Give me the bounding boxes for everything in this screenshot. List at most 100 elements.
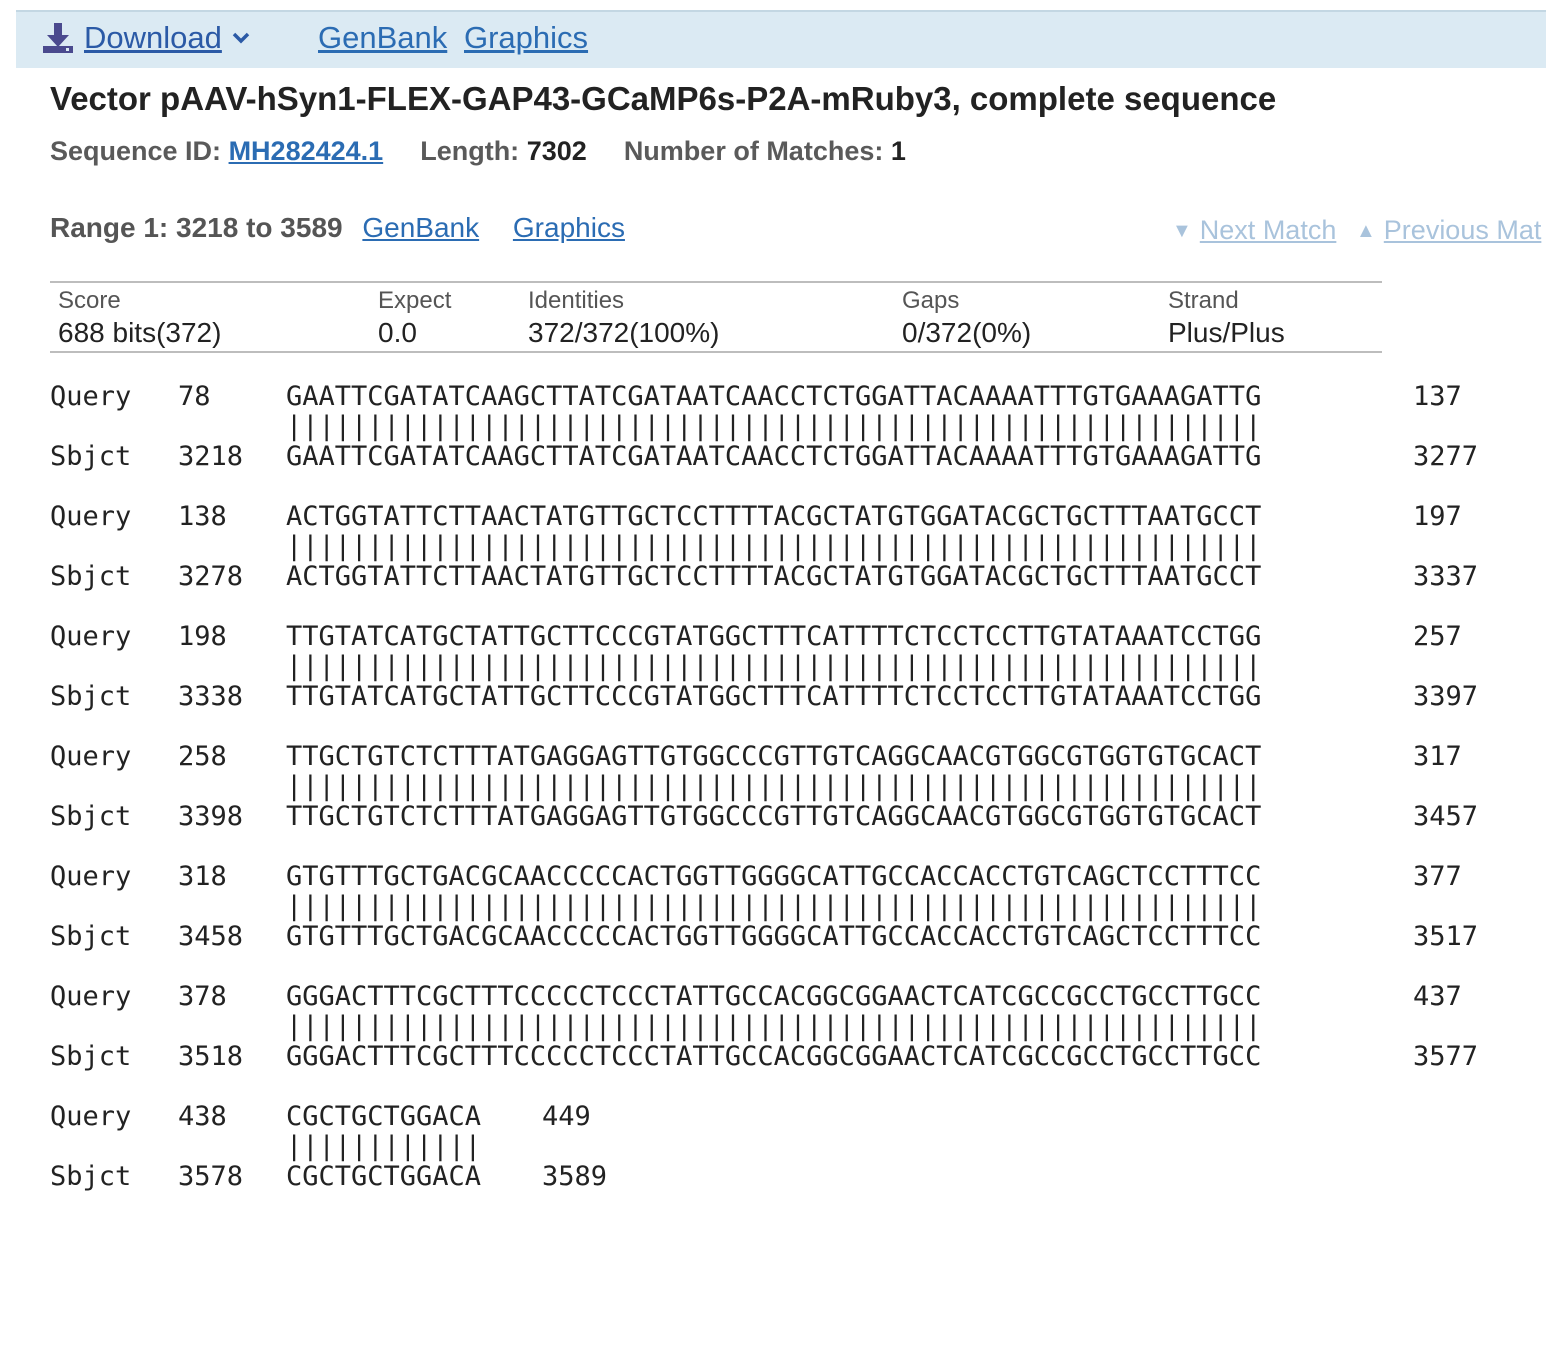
results-toolbar: Download GenBank Graphics (16, 10, 1546, 68)
query-row: Query 138 ACTGGTATTCTTAACTATGTTGCTCCTTTT… (50, 500, 1462, 534)
range-label: Range 1: 3218 to 3589 (50, 212, 343, 243)
stat-gaps: Gaps 0/372(0%) (902, 283, 1031, 349)
query-start: 438 (178, 1101, 227, 1132)
query-sequence: GAATTCGATATCAAGCTTATCGATAATCAACCTCTGGATT… (286, 381, 1262, 412)
sbjct-end: 3517 (1413, 921, 1479, 952)
sbjct-label: Sbjct (50, 1041, 132, 1072)
sbjct-start: 3458 (178, 921, 244, 952)
query-row: Query 438 CGCTGCTGGACA 449 (50, 1100, 591, 1134)
download-label: Download (84, 20, 222, 55)
query-label: Query (50, 381, 132, 412)
stat-strand: Strand Plus/Plus (1168, 283, 1285, 349)
sequence-meta: Sequence ID: MH282424.1 Length: 7302 Num… (50, 136, 906, 167)
query-sequence: ACTGGTATTCTTAACTATGTTGCTCCTTTTACGCTATGTG… (286, 501, 1262, 532)
sbjct-row: Sbjct 3398 TTGCTGTCTCTTTATGAGGAGTTGTGGCC… (50, 800, 1478, 834)
query-row: Query 258 TTGCTGTCTCTTTATGAGGAGTTGTGGCCC… (50, 740, 1462, 774)
score-header: Score (58, 287, 121, 314)
query-sequence: GTGTTTGCTGACGCAACCCCCACTGGTTGGGGCATTGCCA… (286, 861, 1262, 892)
query-sequence: TTGTATCATGCTATTGCTTCCCGTATGGCTTTCATTTTCT… (286, 621, 1262, 652)
stat-expect: Expect 0.0 (378, 283, 451, 349)
download-icon (43, 23, 73, 53)
query-end: 137 (1413, 381, 1462, 412)
sbjct-start: 3398 (178, 801, 244, 832)
identities-value: 372/372(100%) (528, 317, 720, 348)
query-row: Query 378 GGGACTTTCGCTTTCCCCCTCCCTATTGCC… (50, 980, 1462, 1014)
query-row: Query 198 TTGTATCATGCTATTGCTTCCCGTATGGCT… (50, 620, 1462, 654)
sbjct-row: Sbjct 3338 TTGTATCATGCTATTGCTTCCCGTATGGC… (50, 680, 1478, 714)
previous-match-link[interactable]: ▲ Previous Mat (1356, 215, 1541, 246)
sbjct-end: 3337 (1413, 561, 1479, 592)
query-sequence: CGCTGCTGGACA (286, 1101, 482, 1132)
match-line: |||||||||||| (286, 1131, 482, 1162)
matches-value: 1 (890, 136, 906, 166)
sbjct-sequence: GAATTCGATATCAAGCTTATCGATAATCAACCTCTGGATT… (286, 441, 1262, 472)
sbjct-end: 3457 (1413, 801, 1479, 832)
sbjct-label: Sbjct (50, 561, 132, 592)
triangle-down-icon: ▼ (1172, 220, 1192, 242)
identities-header: Identities (528, 287, 625, 314)
range-graphics-link[interactable]: Graphics (512, 212, 625, 243)
query-sequence: GGGACTTTCGCTTTCCCCCTCCCTATTGCCACGGCGGAAC… (286, 981, 1262, 1012)
graphics-link[interactable]: Graphics (464, 20, 589, 55)
query-label: Query (50, 1101, 132, 1132)
query-end: 197 (1413, 501, 1462, 532)
triangle-up-icon: ▲ (1356, 220, 1376, 242)
sbjct-row: Sbjct 3278 ACTGGTATTCTTAACTATGTTGCTCCTTT… (50, 560, 1478, 594)
stat-score: Score 688 bits(372) (58, 283, 221, 349)
sbjct-label: Sbjct (50, 801, 132, 832)
query-label: Query (50, 861, 132, 892)
sbjct-label: Sbjct (50, 921, 132, 952)
sbjct-row: Sbjct 3458 GTGTTTGCTGACGCAACCCCCACTGGTTG… (50, 920, 1478, 954)
sequence-id-link[interactable]: MH282424.1 (228, 136, 384, 166)
sbjct-label: Sbjct (50, 1161, 132, 1192)
sbjct-end: 3589 (542, 1161, 608, 1192)
sbjct-start: 3578 (178, 1161, 244, 1192)
sbjct-sequence: GTGTTTGCTGACGCAACCCCCACTGGTTGGGGCATTGCCA… (286, 921, 1262, 952)
query-label: Query (50, 501, 132, 532)
query-start: 378 (178, 981, 227, 1012)
sbjct-row: Sbjct 3218 GAATTCGATATCAAGCTTATCGATAATCA… (50, 440, 1478, 474)
query-start: 318 (178, 861, 227, 892)
sbjct-sequence: TTGCTGTCTCTTTATGAGGAGTTGTGGCCCGTTGTCAGGC… (286, 801, 1262, 832)
sbjct-label: Sbjct (50, 681, 132, 712)
strand-header: Strand (1168, 287, 1239, 314)
sbjct-sequence: CGCTGCTGGACA (286, 1161, 482, 1192)
sbjct-start: 3218 (178, 441, 244, 472)
sbjct-start: 3518 (178, 1041, 244, 1072)
match-line: ||||||||||||||||||||||||||||||||||||||||… (286, 411, 1262, 442)
gaps-header: Gaps (902, 287, 960, 314)
query-label: Query (50, 621, 132, 652)
sequence-id-label: Sequence ID: (50, 136, 222, 166)
matches-label: Number of Matches: (623, 136, 884, 166)
expect-header: Expect (378, 287, 452, 314)
sbjct-start: 3278 (178, 561, 244, 592)
sbjct-sequence: GGGACTTTCGCTTTCCCCCTCCCTATTGCCACGGCGGAAC… (286, 1041, 1262, 1072)
match-line: ||||||||||||||||||||||||||||||||||||||||… (286, 891, 1262, 922)
expect-value: 0.0 (378, 317, 417, 348)
range-genbank-link[interactable]: GenBank (362, 212, 480, 243)
query-sequence: TTGCTGTCTCTTTATGAGGAGTTGTGGCCCGTTGTCAGGC… (286, 741, 1262, 772)
length-value: 7302 (526, 136, 587, 166)
sbjct-row: Sbjct 3518 GGGACTTTCGCTTTCCCCCTCCCTATTGC… (50, 1040, 1478, 1074)
sbjct-sequence: TTGTATCATGCTATTGCTTCCCGTATGGCTTTCATTTTCT… (286, 681, 1262, 712)
next-match-link[interactable]: ▼ Next Match (1172, 215, 1336, 246)
query-label: Query (50, 741, 132, 772)
query-end: 257 (1413, 621, 1462, 652)
query-start: 78 (178, 381, 211, 412)
query-start: 258 (178, 741, 227, 772)
range-header: Range 1: 3218 to 3589 GenBank Graphics (50, 212, 625, 244)
sbjct-end: 3277 (1413, 441, 1479, 472)
query-row: Query 78 GAATTCGATATCAAGCTTATCGATAATCAAC… (50, 380, 1462, 414)
query-end: 449 (542, 1101, 591, 1132)
strand-value: Plus/Plus (1168, 317, 1285, 348)
stat-identities: Identities 372/372(100%) (528, 283, 719, 349)
sbjct-row: Sbjct 3578 CGCTGCTGGACA 3589 (50, 1160, 607, 1194)
genbank-link[interactable]: GenBank (318, 20, 448, 55)
query-row: Query 318 GTGTTTGCTGACGCAACCCCCACTGGTTGG… (50, 860, 1462, 894)
gaps-value: 0/372(0%) (902, 317, 1032, 348)
download-menu[interactable]: Download (42, 18, 250, 58)
next-match-label: Next Match (1199, 215, 1337, 245)
page-title: Vector pAAV-hSyn1-FLEX-GAP43-GCaMP6s-P2A… (50, 80, 1277, 117)
previous-match-label: Previous Mat (1383, 215, 1542, 245)
query-end: 437 (1413, 981, 1462, 1012)
